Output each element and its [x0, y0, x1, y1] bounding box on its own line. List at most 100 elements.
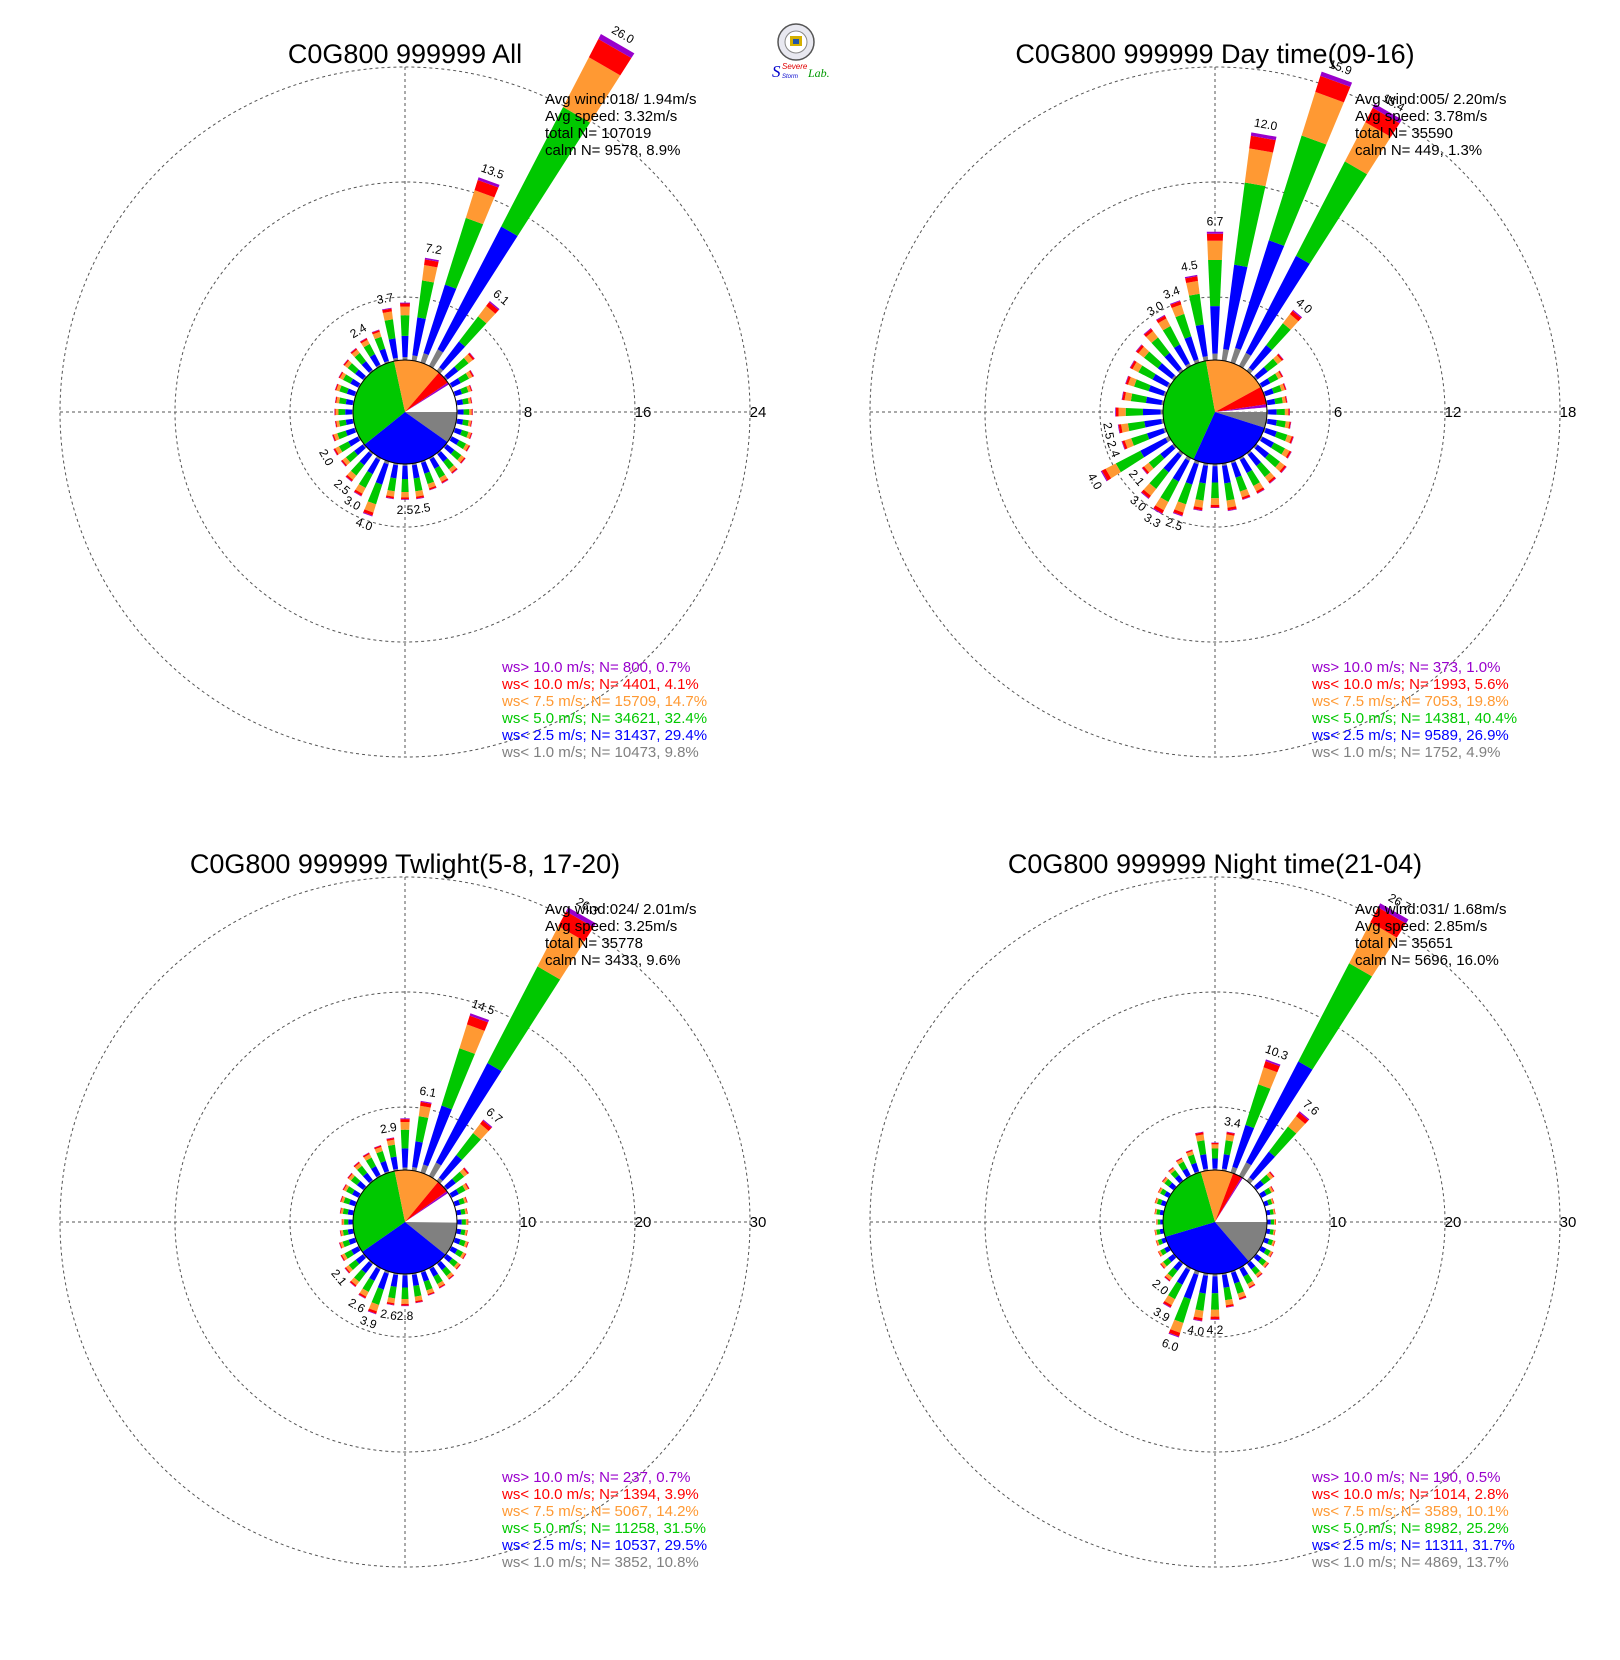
bar-segment — [1281, 466, 1287, 474]
bar-segment — [462, 419, 469, 427]
bar-segment — [1226, 1131, 1235, 1134]
bar-segment — [357, 1165, 368, 1177]
bar-segment — [339, 372, 347, 380]
bar-segment — [402, 1275, 408, 1288]
bar-segment — [1270, 1198, 1274, 1205]
bar-segment — [354, 444, 366, 456]
bar-segment — [1146, 331, 1158, 343]
bar-segment — [417, 280, 434, 319]
pie-slice — [364, 412, 448, 464]
bar-segment — [1156, 1198, 1163, 1206]
bar-segment — [385, 495, 394, 499]
bar-segment — [358, 1294, 366, 1299]
bar-segment — [1145, 396, 1163, 406]
bar-segment — [355, 1254, 366, 1265]
bar-segment — [1143, 483, 1157, 496]
bar-segment — [1170, 1170, 1180, 1179]
pie-slice — [1215, 1173, 1242, 1222]
bar-segment — [470, 433, 473, 440]
bar-segment — [1199, 1275, 1208, 1294]
bar-segment — [362, 375, 367, 381]
bar-segment — [457, 373, 470, 384]
bar-segment — [449, 1189, 459, 1198]
bar-segment — [444, 444, 455, 455]
bar-segment — [465, 1219, 468, 1225]
legend-entry: ws< 10.0 m/s; N= 1993, 5.6% — [1311, 676, 1509, 693]
bar-segment — [338, 397, 347, 405]
pie-slice — [405, 412, 457, 443]
bar-segment — [466, 445, 471, 452]
grid-ring — [869, 66, 1561, 758]
bar-segment — [339, 1230, 341, 1237]
bar-segment — [368, 1179, 374, 1184]
bar-segment — [345, 476, 352, 482]
bar-segment — [341, 459, 348, 467]
legend-entry: ws< 10.0 m/s; N= 1394, 3.9% — [501, 1486, 699, 1503]
bar-segment — [1148, 453, 1165, 469]
bar-segment — [453, 389, 463, 397]
bar-segment — [563, 57, 621, 123]
bar-segment — [344, 1268, 350, 1274]
bar-segment — [375, 455, 382, 461]
pie-slice — [1165, 1222, 1249, 1274]
bar-label: 6.7 — [1207, 215, 1224, 229]
bar-segment — [1238, 455, 1245, 460]
bar-segment — [1163, 427, 1167, 433]
bar-label: 2.0 — [316, 447, 337, 469]
bar-segment — [1264, 428, 1277, 437]
bar-segment — [1247, 1260, 1256, 1270]
bar-segment — [345, 398, 354, 406]
bar-segment — [346, 1186, 355, 1195]
bar-label: 2.5 — [397, 503, 414, 517]
bar-segment — [1159, 1263, 1165, 1269]
bar-segment — [1156, 314, 1166, 321]
bar-segment — [1264, 472, 1275, 482]
bar-segment — [374, 1146, 383, 1154]
bar-segment — [415, 1116, 429, 1143]
bar-segment — [384, 319, 396, 340]
bar-segment — [350, 461, 365, 476]
bar-segment — [1275, 1219, 1276, 1225]
bar-segment — [1193, 1309, 1204, 1319]
bar-segment — [1199, 465, 1208, 484]
bar-segment — [463, 354, 473, 364]
bar-segment — [370, 1165, 381, 1178]
bar-segment — [1206, 233, 1224, 241]
ring-label: 24 — [750, 404, 767, 421]
bar-segment — [1168, 1281, 1183, 1300]
bar-segment — [1267, 1238, 1274, 1246]
bar-segment — [1175, 313, 1192, 339]
bar-segment — [386, 1137, 395, 1140]
legend-entry: ws> 10.0 m/s; N= 373, 1.0% — [1311, 659, 1500, 676]
bar-segment — [1211, 1142, 1219, 1145]
bar-segment — [1193, 499, 1204, 508]
bar-segment — [345, 409, 353, 415]
bar-segment — [1155, 1197, 1159, 1204]
bar-segment — [1248, 1283, 1256, 1289]
bar-segment — [1165, 1273, 1173, 1281]
bar-segment — [471, 408, 473, 416]
bar-segment — [1162, 326, 1180, 348]
bar-segment — [1263, 1061, 1280, 1073]
bar-segment — [1230, 1166, 1238, 1174]
bar-segment — [456, 418, 464, 425]
bar-segment — [1257, 489, 1265, 494]
pie-slice — [1163, 360, 1215, 460]
bar-segment — [443, 1254, 453, 1263]
bar-segment — [345, 1265, 353, 1273]
grid-ring — [869, 876, 1561, 1568]
bar-segment — [360, 338, 368, 344]
bar-segment — [343, 359, 348, 365]
bar-segment — [386, 1137, 395, 1141]
bar-segment — [469, 370, 474, 377]
bar-segment — [1372, 103, 1403, 124]
bar-segment — [1138, 346, 1150, 358]
bar-segment — [1248, 345, 1272, 371]
bar-segment — [470, 370, 475, 377]
grid-ring — [59, 66, 751, 758]
bar-segment — [1271, 385, 1282, 394]
bar-segment — [1172, 458, 1190, 482]
bar-segment — [1193, 1319, 1203, 1322]
bar-segment — [342, 1239, 351, 1248]
bar-segment — [1256, 1272, 1263, 1278]
